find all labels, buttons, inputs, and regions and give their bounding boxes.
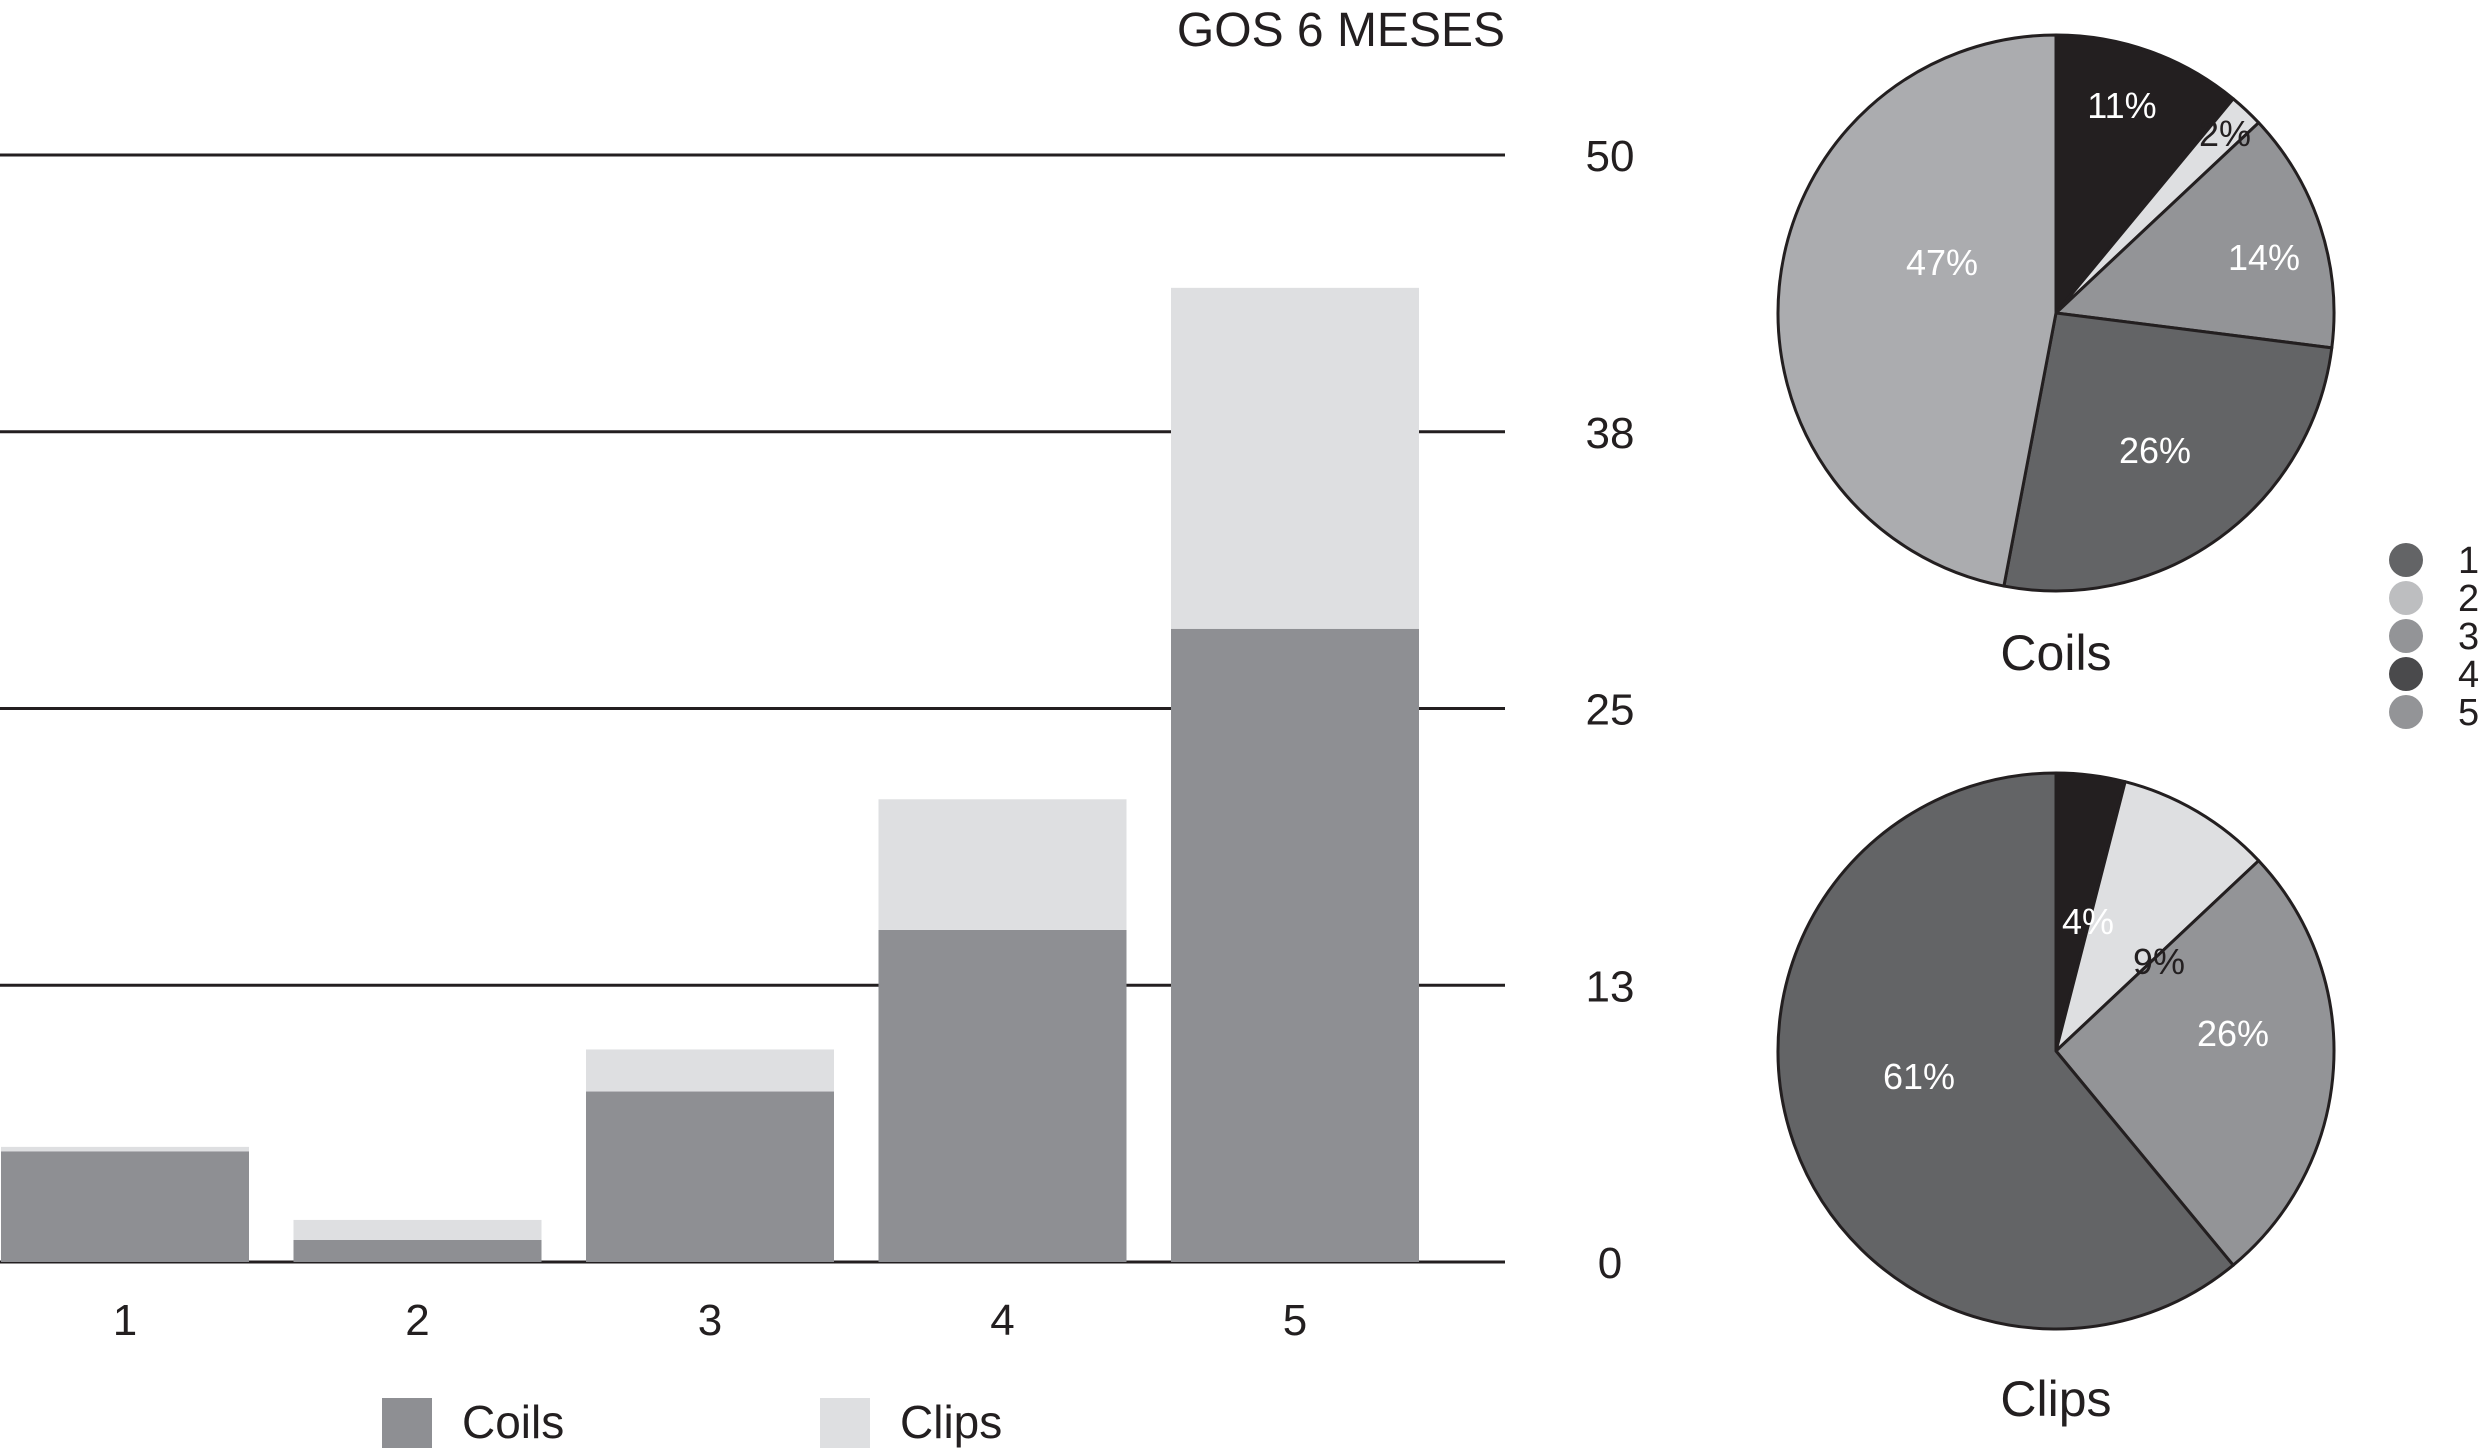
y-axis-tick-labels: 0 13 25 38 50 (1586, 132, 1635, 1288)
x-tick-label: 4 (990, 1296, 1014, 1345)
bar-clips-3 (586, 1049, 834, 1092)
bar-series (1, 287, 1419, 1262)
pie-chart-coils: 11% 2% 14% 26% 47% Coils (1776, 33, 2336, 681)
pie-slice-2 (2054, 780, 2261, 1053)
chart-title: GOS 6 MESES (1177, 4, 1505, 57)
x-axis-tick-labels: 1 2 3 4 5 (113, 1296, 1307, 1345)
pie-legend-label: 5 (2458, 692, 2479, 734)
pie-slice-1 (1776, 771, 2235, 1331)
pie-slice-1 (2002, 311, 2334, 593)
x-tick-label: 1 (113, 1296, 137, 1345)
pie-title: Clips (2000, 1371, 2111, 1427)
bar-chart: GOS 6 MESES 0 13 25 38 50 1 2 3 4 5 Coils Clips (0, 4, 1634, 1448)
legend-swatch-coils (382, 1398, 432, 1448)
y-tick-label: 25 (1586, 686, 1635, 735)
pie-slice-label: 9% (2133, 941, 2185, 982)
pie-legend-swatch-3 (2389, 619, 2423, 653)
pie-legend-swatch-4 (2389, 657, 2423, 691)
pie-legend-label: 4 (2458, 654, 2479, 696)
pie-slice-label: 61% (1883, 1056, 1955, 1097)
x-tick-label: 2 (405, 1296, 429, 1345)
bar-coils-3 (586, 1091, 834, 1262)
pie-title: Coils (2000, 625, 2111, 681)
y-tick-label: 38 (1586, 409, 1635, 458)
pie-slice-label: 26% (2197, 1013, 2269, 1054)
bar-clips-2 (293, 1219, 542, 1240)
legend-label-clips: Clips (900, 1396, 1002, 1448)
x-tick-label: 5 (1283, 1296, 1307, 1345)
pie-legend-swatch-1 (2389, 543, 2423, 577)
bar-coils-4 (878, 929, 1127, 1262)
pie-slice-label: 11% (2087, 85, 2156, 126)
pie-legend-label: 1 (2458, 540, 2479, 582)
y-tick-label: 13 (1586, 962, 1635, 1011)
y-tick-label: 50 (1586, 132, 1635, 181)
pie-slice-label: 4% (2062, 901, 2114, 942)
bar-clips-5 (1171, 287, 1419, 629)
pie-slice-4 (2054, 33, 2235, 315)
pie-slice-label: 47% (1906, 242, 1978, 283)
pie-slice-3 (2054, 121, 2336, 350)
pie-slice-label: 26% (2119, 430, 2191, 471)
bar-coils-5 (1171, 628, 1419, 1262)
pie-legend-label: 2 (2458, 578, 2479, 620)
pie-slice-label: 2% (2199, 113, 2251, 154)
bar-coils-2 (293, 1239, 542, 1262)
pie-slice-5 (1776, 33, 2058, 588)
pie-legend-swatch-2 (2389, 581, 2423, 615)
legend-swatch-clips (820, 1398, 870, 1448)
bar-legend: Coils Clips (382, 1396, 1002, 1448)
pie-slice-3 (2054, 859, 2336, 1267)
pie-slice-label: 14% (2228, 237, 2300, 278)
y-tick-label: 0 (1598, 1239, 1622, 1288)
pie-legend-swatch-5 (2389, 695, 2423, 729)
bar-clips-1 (1, 1146, 249, 1152)
x-tick-label: 3 (698, 1296, 722, 1345)
pie-legend-label: 3 (2458, 616, 2479, 658)
bar-clips-4 (878, 799, 1127, 930)
pie-chart-clips: 4% 9% 26% 61% Clips (1776, 771, 2336, 1427)
legend-label-coils: Coils (462, 1396, 564, 1448)
bar-coils-1 (1, 1151, 249, 1262)
